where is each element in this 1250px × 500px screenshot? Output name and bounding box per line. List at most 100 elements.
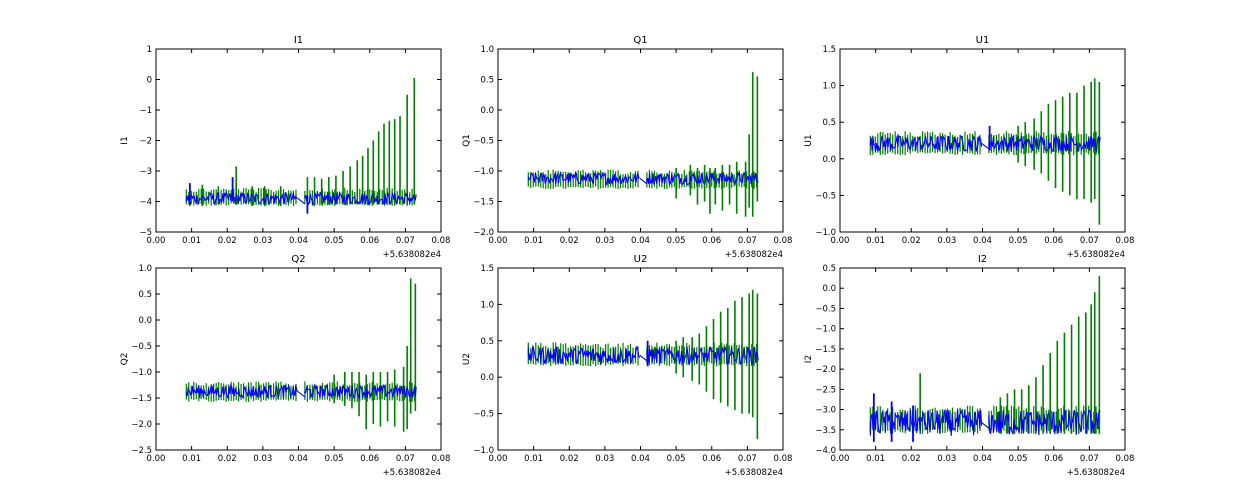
y-tick-label: 1.0 [480,45,494,55]
x-tick-label: 0.04 [289,454,308,464]
y-tick-label: −5 [139,228,152,238]
x-tick-label: 0.06 [1044,236,1063,246]
y-axis-label: I2 [804,355,814,363]
x-tick-label: 0.07 [1080,454,1099,464]
x-tick-label: 0.05 [1009,454,1028,464]
x-tick-label: 0.07 [738,236,757,246]
y-tick-label: −1 [139,106,152,116]
x-tick-label: 0.06 [360,236,379,246]
y-tick-label: 0.0 [822,155,836,165]
subplot-i2: 0.00 0.01 0.02 0.03 0.04 0.05 0.06 0.07 0.08 0.5 0… [804,254,1134,478]
y-tick-label: −0.5 [473,137,494,147]
subplot-u2: 0.00 0.01 0.02 0.03 0.04 0.05 0.06 0.07 0.08 1.5 1… [462,254,792,478]
x-tick-label: 0.03 [937,454,956,464]
y-tick-label: −0.5 [131,342,152,352]
axes-frame [155,48,442,233]
blue-series-gap-line [297,198,306,205]
x-tick-label: 0.01 [866,454,885,464]
y-tick-label: −2.5 [815,385,836,395]
y-tick-label: 1 [147,45,152,55]
blue-series-segment [869,134,983,152]
subplot-i1: 0.00 0.01 0.02 0.03 0.04 0.05 0.06 0.07 0.08 1 0 −1… [120,35,450,260]
blue-series-segment [646,346,759,366]
x-tick-label: 0.00 [489,454,508,464]
x-tick-label: 0.04 [289,236,308,246]
x-tick-label: 0.01 [182,454,201,464]
blue-series-gap-line [981,142,990,150]
x-tick-label: 0.00 [489,236,508,246]
x-tick-label: 0.02 [902,454,921,464]
x-tick-label: 0.02 [902,236,921,246]
y-tick-label: 0 [147,76,152,86]
y-axis-label: Q1 [462,134,472,147]
x-tick-label: 0.01 [182,236,201,246]
y-tick-label: 1.5 [480,264,494,274]
x-tick-label: 0.05 [325,236,344,246]
y-axis-label: I1 [120,136,130,144]
blue-series-gap-line [639,177,648,185]
blue-series-segment [869,408,983,436]
x-tick-label: 0.03 [937,236,956,246]
x-tick-label: 0.00 [147,236,166,246]
plot-area [185,278,417,432]
y-tick-label: 1.0 [480,300,494,310]
x-tick-label: 0.01 [866,236,885,246]
y-tick-label: −4.0 [815,446,836,456]
x-tick-label: 0.04 [631,454,650,464]
y-tick-label: −2.0 [815,365,836,375]
plot-area [869,78,1101,225]
y-tick-label: 0.5 [480,76,494,86]
x-tick-label: 0.02 [218,454,237,464]
y-tick-label: −1.0 [815,325,836,335]
x-tick-label: 0.06 [1044,454,1063,464]
y-tick-label: 0.5 [480,337,494,347]
x-tick-label: 0.08 [774,236,793,246]
x-offset-label: +5.638082e4 [383,468,441,478]
y-tick-label: −1.0 [473,446,494,456]
x-tick-label: 0.08 [1116,236,1135,246]
y-tick-label: −1.5 [473,198,494,208]
subplot-u1: 0.00 0.01 0.02 0.03 0.04 0.05 0.06 0.07 0.08 1.5 1… [804,35,1134,260]
x-offset-label: +5.638082e4 [725,250,783,260]
y-tick-label: 0.0 [822,284,836,294]
y-tick-label: 0.5 [822,264,836,274]
blue-series-gap-line [981,422,990,429]
x-tick-label: 0.03 [595,236,614,246]
y-tick-label: −2 [139,137,152,147]
x-tick-label: 0.01 [524,236,543,246]
x-tick-label: 0.08 [432,236,451,246]
x-tick-label: 0.03 [253,236,272,246]
y-tick-label: −2.0 [131,420,152,430]
y-tick-label: 1.0 [138,264,152,274]
plot-area [185,77,417,214]
y-tick-label: −1.5 [815,345,836,355]
y-tick-label: −2.5 [131,446,152,456]
x-tick-label: 0.03 [253,454,272,464]
subplot-title: Q1 [633,35,647,46]
x-tick-label: 0.06 [702,236,721,246]
subplot-title: I2 [978,254,987,265]
blue-series-segment [527,171,640,186]
y-tick-label: −0.5 [815,304,836,314]
plot-area [869,276,1101,442]
axes-frame [497,48,784,233]
blue-series-segment [646,170,759,186]
y-tick-label: −3 [139,167,152,177]
y-axis-label: U2 [462,353,472,365]
x-tick-label: 0.03 [595,454,614,464]
plot-area [527,72,759,217]
y-tick-label: 1.0 [822,82,836,92]
x-tick-label: 0.06 [702,454,721,464]
x-tick-label: 0.02 [560,454,579,464]
y-tick-label: −0.5 [473,410,494,420]
x-tick-label: 0.08 [774,454,793,464]
axes-frame [155,267,442,451]
y-axis-label: Q2 [120,353,130,366]
x-tick-label: 0.07 [1080,236,1099,246]
blue-series-segment [988,409,1101,436]
x-offset-label: +5.638082e4 [1067,468,1125,478]
x-tick-label: 0.06 [360,454,379,464]
x-tick-label: 0.00 [147,454,166,464]
x-tick-label: 0.08 [432,454,451,464]
